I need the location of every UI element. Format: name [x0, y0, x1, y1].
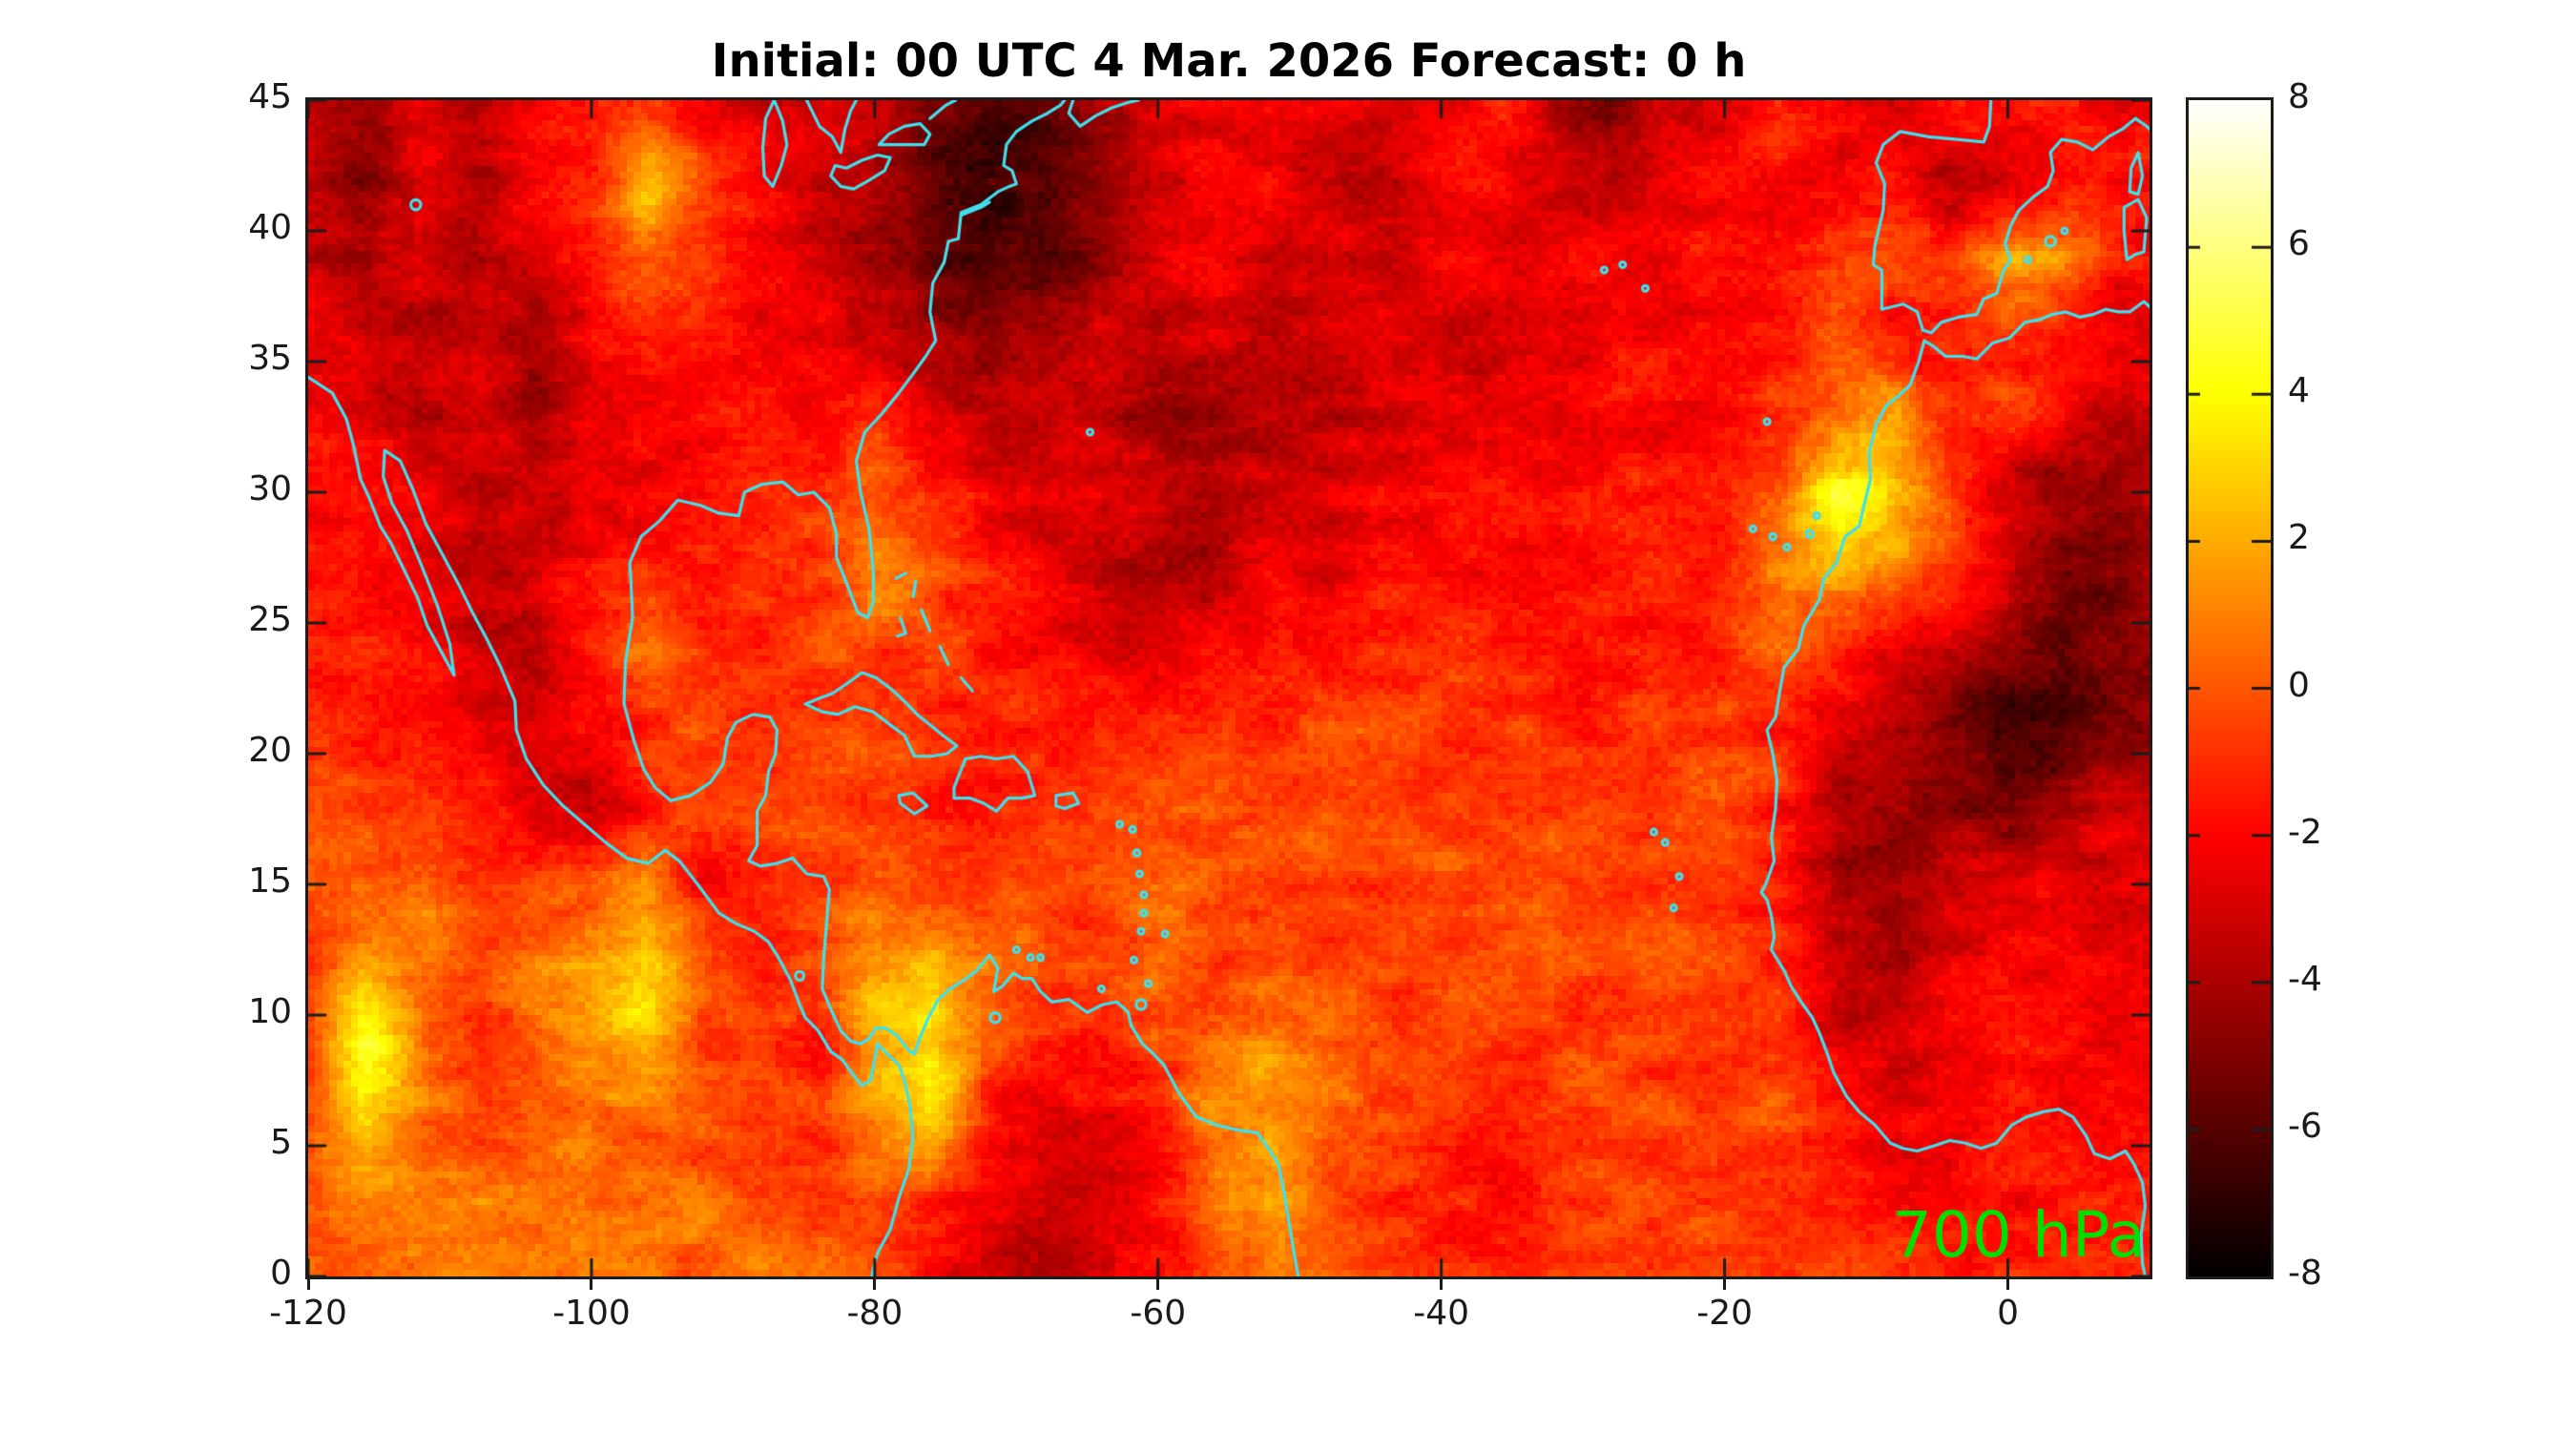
map-plot-area: 700 hPa	[308, 100, 2150, 1276]
colorbar-tick-label: 4	[2288, 371, 2310, 411]
colorbar-tick-label: -8	[2288, 1254, 2322, 1293]
y-tick-label: 45	[248, 77, 292, 116]
x-tick-label: -20	[1696, 1294, 1754, 1333]
colorbar	[2189, 100, 2271, 1276]
colorbar-tick-label: -6	[2288, 1106, 2322, 1146]
colorbar-canvas	[2189, 100, 2271, 1276]
x-tick-label: -120	[269, 1294, 347, 1333]
plot-title: Initial: 00 UTC 4 Mar. 2026 Forecast: 0 …	[711, 34, 1747, 88]
pressure-level-label: 700 hPa	[1891, 1198, 2146, 1272]
x-tick-mark	[306, 1277, 310, 1290]
colorbar-tick-label: 8	[2288, 77, 2310, 116]
colorbar-tick-label: -4	[2288, 959, 2322, 999]
colorbar-tick-label: 6	[2288, 224, 2310, 264]
x-tick-label: -80	[846, 1294, 904, 1333]
colorbar-tick-label: 2	[2288, 518, 2310, 558]
x-tick-label: -60	[1130, 1294, 1187, 1333]
colorbar-tick-label: 0	[2288, 665, 2310, 705]
y-tick-label: 40	[248, 208, 292, 247]
x-tick-mark	[873, 1277, 877, 1290]
colorbar-tick-label: -2	[2288, 812, 2322, 852]
y-tick-label: 10	[248, 992, 292, 1031]
y-tick-label: 15	[248, 861, 292, 901]
x-tick-mark	[2006, 1277, 2010, 1290]
y-tick-label: 20	[248, 731, 292, 770]
y-tick-label: 25	[248, 600, 292, 639]
coastline-overlay-canvas	[308, 100, 2150, 1276]
x-tick-mark	[1156, 1277, 1160, 1290]
y-tick-label: 5	[270, 1123, 292, 1162]
x-tick-mark	[590, 1277, 593, 1290]
x-tick-label: -100	[552, 1294, 631, 1333]
y-tick-label: 30	[248, 469, 292, 508]
x-tick-mark	[1723, 1277, 1727, 1290]
x-tick-label: -40	[1413, 1294, 1470, 1333]
x-tick-label: 0	[1997, 1294, 2019, 1333]
y-tick-label: 35	[248, 339, 292, 378]
y-tick-label: 0	[270, 1254, 292, 1293]
x-tick-mark	[1440, 1277, 1444, 1290]
